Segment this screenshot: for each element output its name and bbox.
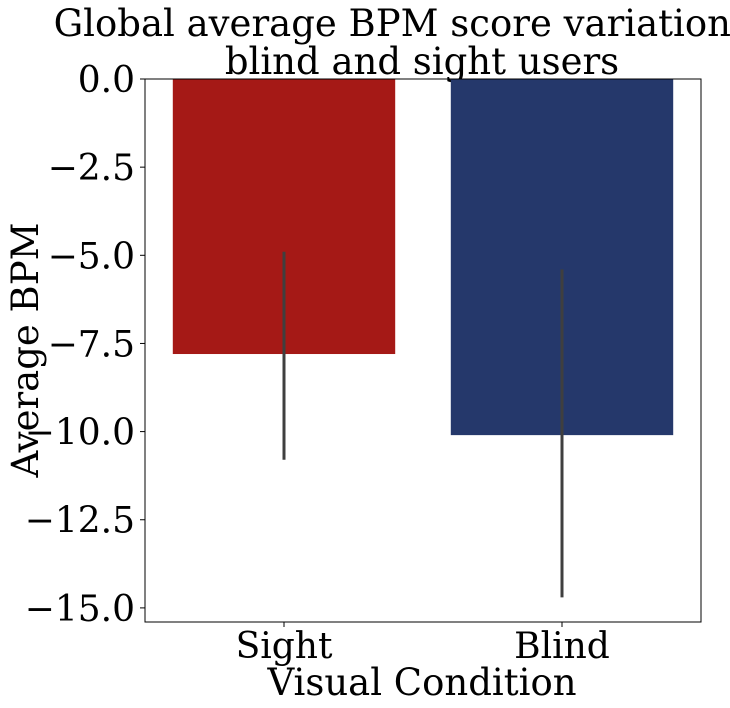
- y-tick-label: −2.5: [48, 148, 135, 189]
- chart-title-line-1: Global average BPM score variation for: [54, 2, 730, 45]
- bars-layer: [172, 79, 674, 436]
- y-tick-label: −10.0: [25, 413, 135, 454]
- x-axis: Sight Blind: [236, 622, 610, 667]
- plot-frame: [144, 78, 702, 623]
- x-tick-label: Sight: [236, 626, 333, 667]
- chart-title-line-2: blind and sight users: [225, 40, 619, 83]
- y-tick-label: 0.0: [78, 60, 135, 101]
- x-tick-label: Blind: [514, 626, 610, 667]
- y-tick-label: −12.5: [25, 501, 135, 542]
- y-axis: 0.0 −2.5 −5.0 −7.5 −10.0 −12.5 −15.0: [25, 60, 145, 630]
- y-tick-label: −5.0: [48, 236, 135, 277]
- y-axis-label: Average BPM: [4, 222, 47, 478]
- y-tick-label: −15.0: [25, 589, 135, 630]
- error-bars-layer: [282, 251, 564, 598]
- y-tick-label: −7.5: [48, 324, 135, 365]
- x-axis-label: Visual Condition: [266, 661, 576, 704]
